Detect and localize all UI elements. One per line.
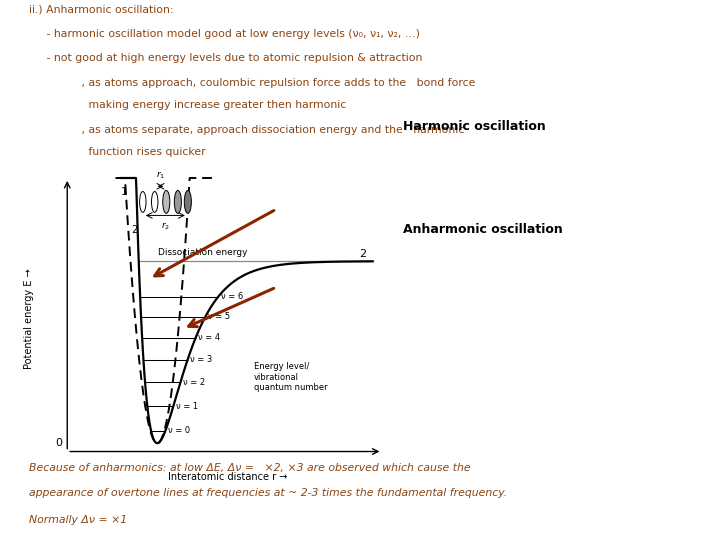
- Text: , as atoms approach, coulombic repulsion force adds to the   bond force: , as atoms approach, coulombic repulsion…: [29, 78, 475, 88]
- Text: ν = 5: ν = 5: [208, 313, 230, 321]
- Text: $r_2$: $r_2$: [161, 221, 170, 232]
- Text: Harmonic oscillation: Harmonic oscillation: [403, 120, 546, 133]
- Text: ν = 4: ν = 4: [198, 333, 220, 342]
- Text: Potential energy E →: Potential energy E →: [24, 268, 34, 369]
- Text: Interatomic distance r →: Interatomic distance r →: [168, 472, 288, 482]
- Text: $r_1$: $r_1$: [156, 170, 165, 181]
- Circle shape: [140, 192, 146, 212]
- Text: - harmonic oscillation model good at low energy levels (ν₀, ν₁, ν₂, …): - harmonic oscillation model good at low…: [29, 29, 420, 39]
- Text: 2: 2: [132, 225, 138, 235]
- Circle shape: [174, 191, 181, 213]
- Text: Anharmonic oscillation: Anharmonic oscillation: [403, 223, 563, 236]
- Text: appearance of overtone lines at frequencies at ~ 2-3 times the fundamental frequ: appearance of overtone lines at frequenc…: [29, 488, 507, 498]
- Text: 1: 1: [120, 186, 127, 197]
- Text: ν = 1: ν = 1: [176, 402, 198, 410]
- Text: Energy level/
vibrational
quantum number: Energy level/ vibrational quantum number: [253, 362, 328, 392]
- Text: Dissociation energy: Dissociation energy: [158, 248, 247, 257]
- Text: Normally Δν = ⨯1: Normally Δν = ⨯1: [29, 515, 127, 525]
- Text: Because of anharmonics: at low ΔE, Δν =   ⨯2, ⨯3 are observed which cause the: Because of anharmonics: at low ΔE, Δν = …: [29, 463, 470, 473]
- Text: ν = 2: ν = 2: [183, 378, 205, 387]
- Circle shape: [151, 192, 158, 212]
- Circle shape: [184, 191, 192, 213]
- Text: making energy increase greater then harmonic: making energy increase greater then harm…: [29, 100, 346, 111]
- Text: 2: 2: [359, 249, 366, 259]
- Text: ν = 0: ν = 0: [168, 426, 190, 435]
- Text: ν = 6: ν = 6: [220, 293, 243, 301]
- Text: , as atoms separate, approach dissociation energy and the   harmonic: , as atoms separate, approach dissociati…: [29, 125, 464, 135]
- Text: - not good at high energy levels due to atomic repulsion & attraction: - not good at high energy levels due to …: [29, 53, 422, 64]
- Circle shape: [163, 191, 170, 213]
- Text: ν = 3: ν = 3: [190, 355, 212, 364]
- Text: 0: 0: [55, 438, 63, 448]
- Text: function rises quicker: function rises quicker: [29, 147, 205, 158]
- Text: ii.) Anharmonic oscillation:: ii.) Anharmonic oscillation:: [29, 5, 174, 15]
